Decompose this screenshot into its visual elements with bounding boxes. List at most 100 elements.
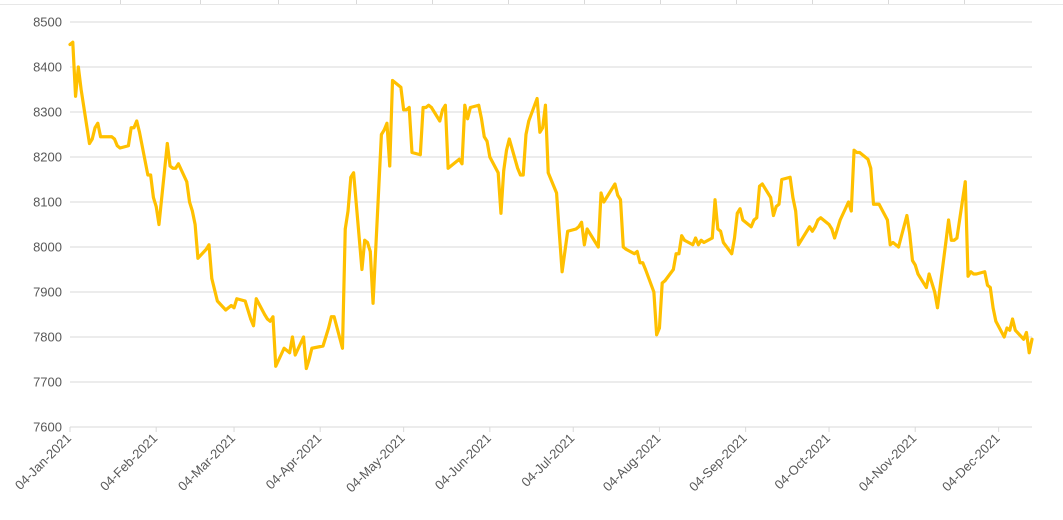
data-point bbox=[838, 218, 842, 222]
data-point bbox=[421, 106, 425, 109]
y-tick-label: 7600 bbox=[33, 420, 62, 435]
data-point bbox=[524, 133, 528, 136]
data-point bbox=[68, 43, 72, 46]
data-point bbox=[505, 148, 508, 152]
data-point bbox=[947, 218, 950, 222]
data-point bbox=[496, 171, 500, 175]
data-point bbox=[446, 166, 450, 170]
data-point bbox=[847, 200, 850, 204]
data-point bbox=[482, 135, 486, 139]
data-point bbox=[869, 166, 873, 170]
data-point bbox=[658, 326, 661, 330]
data-point bbox=[577, 225, 581, 229]
data-point bbox=[327, 326, 330, 330]
data-point bbox=[716, 227, 720, 231]
data-point bbox=[1022, 337, 1026, 341]
data-point bbox=[913, 263, 917, 267]
data-point bbox=[652, 290, 656, 294]
x-tick-label: 04-Mar-2021 bbox=[175, 431, 238, 494]
data-point bbox=[463, 103, 467, 107]
data-point bbox=[204, 247, 208, 251]
data-point bbox=[332, 315, 336, 319]
data-point bbox=[752, 218, 756, 222]
data-point bbox=[443, 103, 447, 107]
y-axis-tick-labels: 7600 7700 7800 7900 8000 8100 8200 8300 8400 8500 bbox=[33, 15, 62, 435]
data-point bbox=[193, 223, 197, 226]
y-tick-label: 7800 bbox=[33, 330, 62, 345]
data-point bbox=[633, 252, 636, 256]
data-point bbox=[110, 135, 114, 139]
data-point bbox=[680, 234, 684, 238]
data-point bbox=[674, 252, 678, 256]
data-point bbox=[93, 126, 97, 130]
data-point bbox=[930, 281, 934, 285]
data-point bbox=[232, 306, 236, 310]
data-point bbox=[266, 317, 269, 321]
data-point bbox=[891, 241, 895, 244]
data-point bbox=[663, 279, 667, 283]
data-point bbox=[360, 268, 364, 271]
data-point bbox=[402, 108, 406, 112]
data-point bbox=[719, 229, 722, 233]
data-point bbox=[969, 270, 973, 274]
data-point bbox=[71, 40, 75, 44]
data-point bbox=[185, 180, 189, 184]
data-point bbox=[146, 173, 150, 177]
data-point bbox=[519, 173, 522, 177]
data-point bbox=[227, 306, 230, 310]
data-point bbox=[188, 200, 191, 204]
data-point bbox=[952, 238, 956, 242]
data-point bbox=[405, 108, 408, 112]
data-point bbox=[171, 166, 175, 170]
data-point bbox=[507, 137, 511, 141]
data-point bbox=[605, 196, 609, 199]
data-point bbox=[1013, 328, 1017, 332]
data-point bbox=[149, 173, 153, 177]
data-point bbox=[224, 308, 228, 312]
data-point bbox=[955, 236, 959, 240]
data-point bbox=[132, 126, 136, 130]
x-tick-label: 04-Apr-2021 bbox=[263, 431, 325, 493]
data-point bbox=[449, 164, 453, 168]
x-tick-label: 04-Nov-2021 bbox=[856, 431, 920, 495]
data-point bbox=[835, 227, 839, 231]
data-point bbox=[88, 142, 91, 145]
data-point bbox=[157, 223, 161, 226]
data-point bbox=[872, 202, 875, 206]
data-point bbox=[457, 157, 461, 161]
data-point bbox=[1027, 351, 1031, 355]
top-divider-strip bbox=[0, 0, 1063, 5]
data-point bbox=[252, 324, 255, 328]
x-tick-label: 04-May-2021 bbox=[343, 431, 408, 496]
data-point bbox=[90, 137, 94, 141]
data-point bbox=[285, 349, 289, 352]
data-point bbox=[349, 175, 353, 179]
data-point bbox=[243, 299, 247, 303]
data-point bbox=[118, 146, 122, 150]
data-point bbox=[813, 225, 817, 229]
data-point bbox=[521, 173, 525, 177]
data-point bbox=[207, 243, 211, 247]
data-point bbox=[905, 214, 909, 217]
data-point bbox=[304, 367, 308, 370]
data-point bbox=[988, 286, 992, 289]
data-point bbox=[213, 288, 216, 292]
y-tick-label: 7700 bbox=[33, 375, 62, 390]
data-point bbox=[399, 85, 403, 89]
series-layer bbox=[68, 40, 1034, 371]
data-point bbox=[460, 162, 464, 166]
data-point bbox=[302, 335, 305, 339]
data-point bbox=[908, 232, 912, 235]
data-point bbox=[538, 130, 542, 134]
data-point bbox=[866, 157, 870, 161]
data-point bbox=[816, 218, 820, 222]
data-point bbox=[154, 205, 158, 208]
data-point bbox=[274, 364, 278, 368]
data-point bbox=[911, 259, 914, 262]
data-point bbox=[635, 250, 639, 253]
series-line bbox=[68, 40, 1034, 371]
data-point bbox=[758, 184, 761, 188]
data-point bbox=[310, 346, 314, 350]
